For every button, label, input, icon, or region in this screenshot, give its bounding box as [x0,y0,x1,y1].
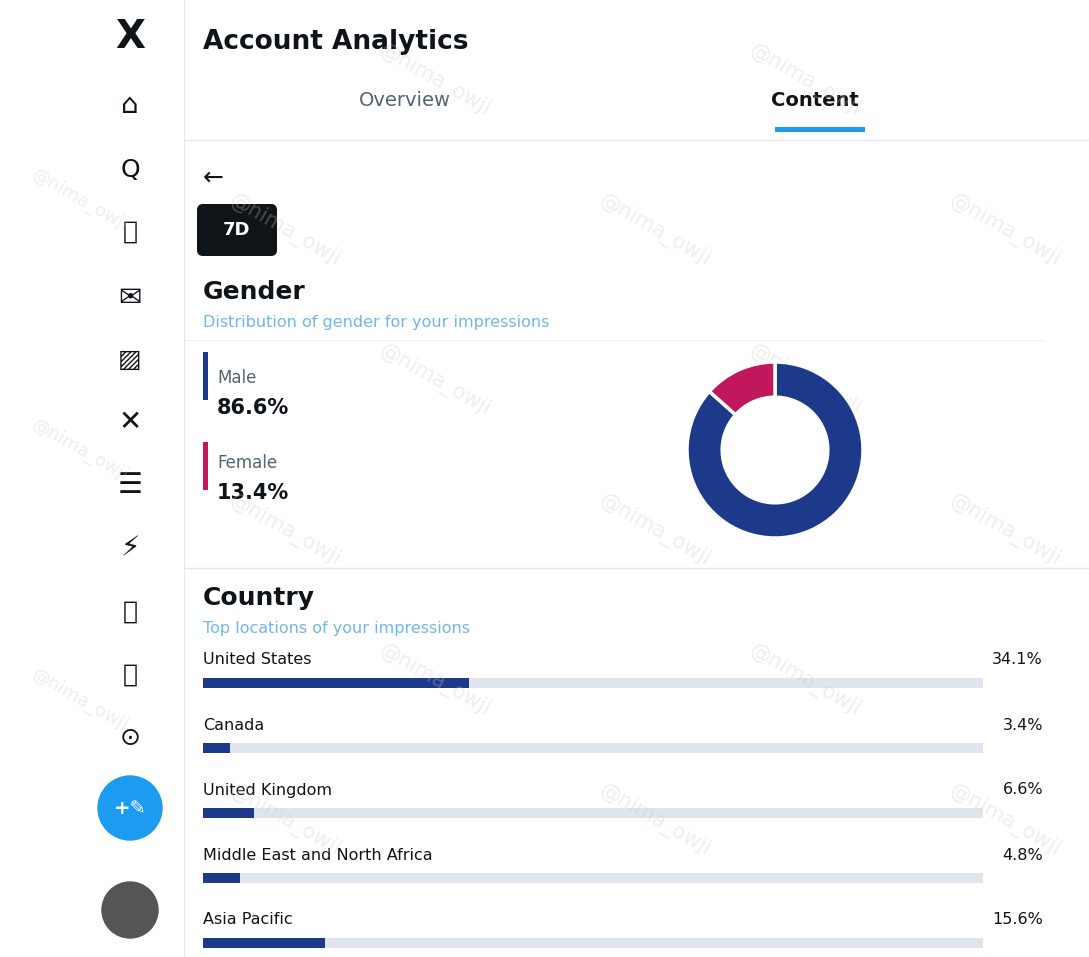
Bar [203,808,983,818]
Text: 15.6%: 15.6% [992,913,1043,927]
Text: @nima_owji: @nima_owji [746,340,865,420]
Text: ☰: ☰ [118,471,143,499]
Text: Female: Female [217,454,277,472]
Text: Canada: Canada [203,718,265,732]
Text: 6.6%: 6.6% [1002,783,1043,797]
Text: @nima_owji: @nima_owji [945,189,1064,270]
Bar [203,873,983,883]
Circle shape [102,882,158,938]
Bar [203,678,469,688]
Text: @nima_owji: @nima_owji [28,415,132,485]
Wedge shape [709,362,775,414]
Text: 👤: 👤 [122,663,137,687]
Text: @nima_owji: @nima_owji [28,665,132,735]
Bar [203,678,983,688]
Text: 3.4%: 3.4% [1003,718,1043,732]
Text: Country: Country [203,586,315,610]
Text: +✎: +✎ [113,798,146,817]
Text: X: X [115,18,145,56]
Text: 34.1%: 34.1% [992,653,1043,667]
Text: @nima_owji: @nima_owji [945,780,1064,860]
Text: United States: United States [203,653,311,667]
Text: •••: ••• [110,790,150,810]
Text: @nima_owji: @nima_owji [225,490,344,570]
Text: @nima_owji: @nima_owji [28,165,132,234]
Circle shape [98,776,162,840]
Text: @nima_owji: @nima_owji [945,490,1064,570]
Bar [203,743,230,753]
FancyBboxPatch shape [197,204,277,256]
Text: ⌂: ⌂ [121,91,138,119]
Text: @nima_owji: @nima_owji [596,780,714,860]
Text: Q: Q [120,158,139,182]
Text: @nima_owji: @nima_owji [596,189,714,270]
Text: ✕: ✕ [119,408,142,436]
Bar [775,127,865,132]
Text: Asia Pacific: Asia Pacific [203,913,293,927]
Text: ⊙: ⊙ [120,726,140,750]
Text: 👥: 👥 [122,600,137,624]
Text: Content: Content [771,91,859,109]
Wedge shape [687,362,862,538]
Text: ✉: ✉ [119,284,142,312]
Text: @nima_owji: @nima_owji [225,780,344,860]
Text: 86.6%: 86.6% [217,398,290,418]
Text: 4.8%: 4.8% [1002,848,1043,862]
Text: Male: Male [217,369,256,387]
Text: 13.4%: 13.4% [217,483,290,503]
Bar [203,442,208,490]
Text: Top locations of your impressions: Top locations of your impressions [203,620,470,635]
Text: ▨: ▨ [119,348,142,372]
Text: @nima_owji: @nima_owji [746,639,865,721]
Text: @nima_owji: @nima_owji [596,490,714,570]
Bar [203,938,983,948]
Text: @nima_owji: @nima_owji [746,39,865,121]
Text: ←: ← [203,166,224,190]
Bar [203,352,208,400]
Text: United Kingdom: United Kingdom [203,783,332,797]
Text: @nima_owji: @nima_owji [376,340,494,420]
Text: @nima_owji: @nima_owji [376,639,494,721]
Bar [203,873,241,883]
Text: 7D: 7D [223,221,250,239]
Text: Overview: Overview [359,91,451,109]
Text: Account Analytics: Account Analytics [203,29,468,55]
Text: @nima_owji: @nima_owji [376,39,494,121]
Text: @nima_owji: @nima_owji [225,189,344,270]
Text: Gender: Gender [203,280,306,304]
Text: ⚡: ⚡ [120,534,139,562]
Bar [203,743,983,753]
Bar [203,938,325,948]
Bar [203,808,255,818]
Text: 🔔: 🔔 [122,220,137,244]
Text: Middle East and North Africa: Middle East and North Africa [203,848,432,862]
Text: Distribution of gender for your impressions: Distribution of gender for your impressi… [203,315,549,329]
